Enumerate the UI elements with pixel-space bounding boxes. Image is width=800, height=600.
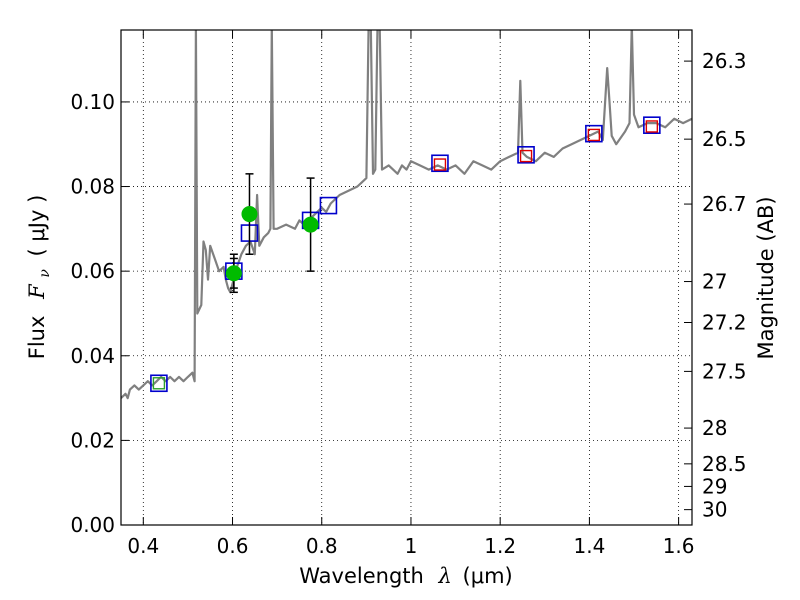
inner-photometry-square [519, 149, 533, 163]
model-photometry-square [431, 154, 449, 173]
y-tick-label: 0.00 [70, 513, 115, 537]
y-axis-label: Flux F ν ( μJy ) [25, 195, 54, 360]
inner-photometry-square [433, 158, 447, 171]
y-tick-label: 0.08 [70, 175, 115, 199]
y-tick-label: 0.06 [70, 259, 115, 283]
model-photometry-square [643, 116, 661, 134]
x-axis-label-text: Wavelength [299, 564, 424, 588]
x-axis-label-unit: (μm) [463, 564, 513, 588]
mag-tick-label: 26.5 [702, 127, 747, 151]
mag-tick-label: 28 [702, 416, 727, 440]
plot-frame [120, 29, 693, 526]
x-tick-label: 0.4 [127, 534, 159, 558]
y-axis-label-text: Flux [25, 316, 49, 360]
grid-lines [121, 30, 692, 525]
x-tick-label: 1 [405, 534, 418, 558]
x-tick-label: 1.6 [663, 534, 695, 558]
inner-photometry-square [645, 120, 659, 133]
mag-tick-label: 27 [702, 270, 727, 294]
mag-tick-label: 27.2 [702, 311, 747, 335]
mag-tick-label: 26.3 [702, 49, 747, 73]
mag-tick-label: 30 [702, 498, 727, 522]
axis-ticks: 0.4 0.6 0.8 1 1.2 1.4 1.6 0.00 0.02 0.04 0.06 0.08 0… [70, 30, 747, 558]
model-photometry-square [150, 374, 168, 393]
mag-tick-label: 29 [702, 474, 727, 498]
model-spectrum-layer [121, 30, 692, 400]
y-axis-label-subscript: ν [37, 269, 53, 278]
observed-point [241, 206, 258, 223]
model-photometry-square [319, 196, 338, 215]
y-axis-label-unit: ( μJy ) [25, 195, 49, 257]
x-axis-label-symbol: λ [438, 564, 452, 588]
model-photometry-square [585, 124, 603, 143]
y-axis-label-symbol: F [25, 283, 49, 300]
x-tick-label: 0.6 [217, 534, 249, 558]
x-axis-label: Wavelength λ (μm) [299, 564, 512, 588]
observed-point [225, 265, 242, 282]
mag-tick-label: 27.5 [702, 359, 747, 383]
y-tick-label: 0.02 [70, 428, 115, 452]
y-tick-label: 0.10 [70, 90, 115, 114]
x-tick-label: 1.2 [484, 534, 516, 558]
model-spectrum-line [121, 30, 692, 400]
observed-point [302, 216, 319, 233]
inner-photometry-square [587, 128, 601, 142]
inner-photometry-square [152, 377, 166, 390]
mag-tick-label: 26.7 [702, 192, 747, 216]
x-tick-label: 0.8 [306, 534, 338, 558]
photometry-layer [150, 116, 661, 393]
y-tick-label: 0.04 [70, 344, 115, 368]
mag-tick-label: 28.5 [702, 452, 747, 476]
x-tick-label: 1.4 [573, 534, 605, 558]
model-photometry-square [517, 146, 535, 164]
y2-axis-label: Magnitude (AB) [754, 196, 778, 359]
